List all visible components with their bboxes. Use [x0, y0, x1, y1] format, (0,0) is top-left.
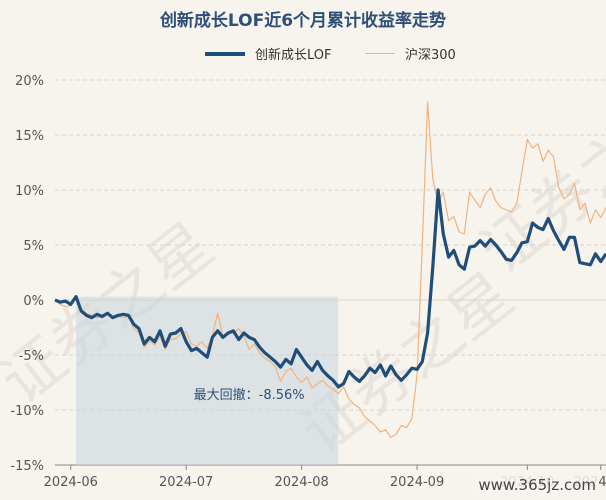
series-line-benchmark — [54, 101, 606, 439]
legend-label-benchmark: 沪深300 — [405, 48, 456, 63]
drawdown-label: 最大回撤：-8.56% — [194, 387, 305, 403]
y-tick-label: -5% — [19, 349, 44, 364]
x-tick-label: 2024-09 — [390, 475, 444, 490]
watermark-url: www.365jz.com — [476, 476, 598, 494]
watermark-text: 证券之星 — [467, 78, 606, 288]
y-tick-label: -10% — [10, 404, 44, 419]
chart-title: 创新成长LOF近6个月累计收益率走势 — [159, 11, 447, 31]
legend-swatch-fund — [205, 51, 245, 56]
y-tick-label: 20% — [15, 74, 44, 89]
x-tick-label: 2024-06 — [44, 475, 98, 490]
legend-item-fund: 创新成长LOF — [205, 44, 332, 63]
legend: 创新成长LOF 沪深300 — [0, 44, 606, 64]
x-tick-label: 2024-07 — [159, 475, 213, 490]
legend-swatch-benchmark — [365, 53, 395, 54]
drawdown-region — [75, 296, 339, 465]
y-tick-label: 5% — [23, 239, 44, 254]
x-tick-label: 2024-08 — [274, 475, 328, 490]
y-tick-label: 0% — [23, 294, 44, 309]
legend-item-benchmark: 沪深300 — [365, 44, 456, 63]
legend-label-fund: 创新成长LOF — [255, 48, 332, 63]
series-line-fund — [54, 188, 606, 389]
y-tick-label: 10% — [15, 184, 44, 199]
y-tick-label: 15% — [15, 129, 44, 144]
y-tick-label: -15% — [10, 459, 44, 474]
